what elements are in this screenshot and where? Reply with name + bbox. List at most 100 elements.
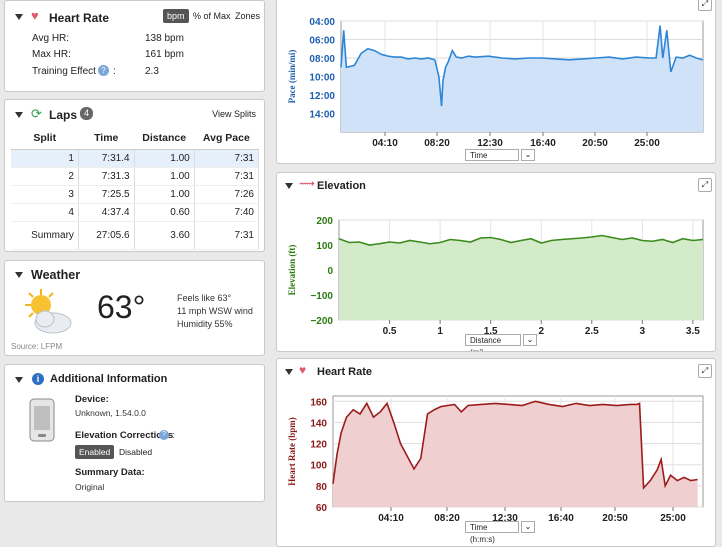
expand-icon[interactable]: ⤢ (698, 0, 712, 11)
x-axis-selector[interactable]: Time (h:m:s) (465, 149, 519, 161)
series-area (333, 401, 698, 507)
collapse-toggle-icon[interactable] (15, 377, 23, 383)
elevation-chart: 200 100 0 −100 −200 0.5 1 1.5 2 2.5 3 3.5 Elevation … (277, 173, 715, 351)
panel-title: Heart Rate (49, 11, 110, 25)
wind: 11 mph WSW wind (177, 306, 253, 316)
help-icon[interactable]: ? (159, 430, 169, 440)
x-tick-label: 20:50 (582, 138, 608, 149)
panel-title: Weather (31, 268, 81, 282)
chart-svg: 04:00 06:00 08:00 10:00 12:00 14:00 04:10 08:20… (287, 17, 704, 149)
cell: 27:05.6 (78, 221, 135, 250)
max-hr-label: Max HR: (32, 49, 71, 60)
x-tick-label: 0.5 (383, 326, 397, 337)
device-icon (29, 398, 55, 442)
y-tick-label: −100 (310, 291, 333, 302)
x-tick-label: 2.5 (585, 326, 599, 337)
x-tick-label: 08:20 (434, 513, 460, 524)
collapse-toggle-icon[interactable] (15, 112, 23, 118)
table-row[interactable]: 4 4:37.4 0.60 7:40 (11, 203, 260, 222)
y-tick-label: 200 (316, 216, 333, 227)
chevron-down-icon[interactable]: ⌄ (521, 521, 535, 533)
chevron-down-icon[interactable]: ⌄ (523, 334, 537, 346)
info-icon: i (32, 373, 44, 385)
heart-rate-chart: 160 140 120 100 80 60 04:10 08:20 12:30 16:40 20:5… (277, 359, 715, 546)
avg-hr-value: 138 bpm (145, 33, 184, 44)
panel-title: Additional Information (50, 373, 168, 385)
y-tick-label: 04:00 (309, 17, 335, 28)
col-distance[interactable]: Distance (134, 127, 195, 150)
heart-icon: ♥ (31, 8, 39, 23)
x-axis-selector[interactable]: Distance (mi) (465, 334, 521, 351)
heart-rate-chart-panel: ♥ Heart Rate ⤢ 160 140 120 100 80 60 04:10 08:2… (276, 358, 716, 547)
cell: 1 (11, 149, 79, 168)
x-axis-selector[interactable]: Time (h:m:s) (465, 521, 519, 544)
cell: 7:31 (194, 221, 260, 250)
col-split[interactable]: Split (11, 127, 79, 150)
x-tick-label: 25:00 (660, 513, 686, 524)
device-label: Device: (75, 394, 109, 405)
tab-zones[interactable]: Zones (235, 11, 261, 21)
series-area (339, 235, 703, 320)
y-tick-label: 12:00 (309, 91, 335, 102)
x-tick-label: 16:40 (530, 138, 556, 149)
x-tick-label: 12:30 (477, 138, 503, 149)
cell: 7:31.4 (78, 149, 135, 168)
weather-source: Source: LFPM (11, 342, 63, 351)
cell: 7:40 (194, 203, 260, 222)
y-tick-label: 06:00 (309, 36, 335, 47)
cell: 1.00 (134, 149, 195, 168)
heart-rate-summary-panel: ♥ Heart Rate bpm % of Max Zones Avg HR: … (4, 0, 265, 92)
cell: 3.60 (134, 221, 195, 250)
cell: 3 (11, 185, 79, 204)
cell: 7:31.3 (78, 167, 135, 186)
chart-svg: 200 100 0 −100 −200 0.5 1 1.5 2 2.5 3 3.5 Elevation … (287, 216, 704, 337)
laps-table: Split Time Distance Avg Pace 1 7:31.4 1.00… (11, 127, 260, 250)
x-tick-label: 20:50 (602, 513, 628, 524)
cell: 1.00 (134, 167, 195, 186)
panel-title: Elevation (317, 180, 366, 192)
summary-data-value: Original (75, 482, 105, 492)
collapse-toggle-icon[interactable] (285, 183, 293, 189)
temperature: 63° (97, 289, 146, 325)
y-tick-label: 140 (310, 418, 327, 429)
collapse-toggle-icon[interactable] (285, 369, 293, 375)
x-tick-label: 04:10 (372, 138, 398, 149)
chevron-down-icon[interactable]: ⌄ (521, 149, 535, 161)
col-time[interactable]: Time (78, 127, 135, 150)
laps-panel: ⟳ Laps 4 View Splits Split Time Distance… (4, 99, 265, 252)
panel-title: Laps (49, 108, 78, 122)
x-tick-label: 1 (437, 326, 443, 337)
elevation-disabled-button[interactable]: Disabled (119, 447, 153, 457)
tab-bpm[interactable]: bpm (163, 9, 189, 23)
x-tick-label: 16:40 (548, 513, 574, 524)
additional-info-panel: i Additional Information Device: Unknown… (4, 364, 265, 502)
avg-hr-label: Avg HR: (32, 33, 70, 44)
y-tick-label: 120 (310, 440, 327, 451)
table-row[interactable]: 2 7:31.3 1.00 7:31 (11, 167, 260, 186)
y-axis-label: Elevation (ft) (287, 245, 297, 296)
feels-like: Feels like 63° (177, 293, 232, 303)
table-row[interactable]: 3 7:25.5 1.00 7:26 (11, 185, 260, 204)
training-effect-label: Training Effect (32, 66, 96, 77)
humidity: Humidity 55% (177, 319, 233, 329)
x-tick-label: 2 (538, 326, 544, 337)
elevation-enabled-button[interactable]: Enabled (75, 445, 115, 459)
expand-icon[interactable]: ⤢ (698, 364, 712, 378)
view-splits-link[interactable]: View Splits (212, 109, 256, 119)
panel-title: Heart Rate (317, 366, 373, 378)
y-tick-label: 08:00 (309, 54, 335, 65)
col-avg-pace[interactable]: Avg Pace (194, 127, 259, 150)
collapse-toggle-icon[interactable] (15, 14, 23, 20)
series-line (338, 234, 704, 246)
training-effect-value: 2.3 (145, 66, 159, 77)
tab-percent-max[interactable]: % of Max (193, 11, 231, 21)
table-row[interactable]: 1 7:31.4 1.00 7:31 (11, 149, 260, 168)
x-tick-label: 1.5 (484, 326, 498, 337)
x-tick-label: 08:20 (424, 138, 450, 149)
elevation-icon: ⟿ (299, 178, 315, 190)
pace-chart-panel: ⤢ 04:00 06:00 08:00 10:00 12:00 14:00 04:10 08:… (276, 0, 716, 164)
collapse-toggle-icon[interactable] (15, 272, 23, 278)
expand-icon[interactable]: ⤢ (698, 178, 712, 192)
heart-icon: ♥ (299, 363, 307, 377)
help-icon[interactable]: ? (98, 65, 109, 76)
